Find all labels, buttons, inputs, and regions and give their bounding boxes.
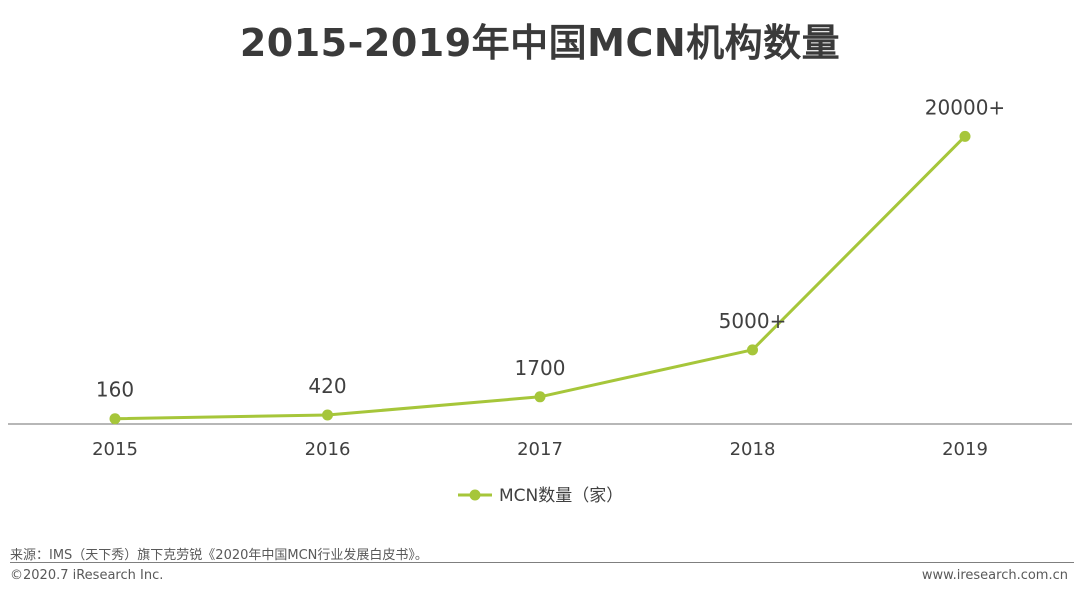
data-label: 20000+ [925, 95, 1005, 119]
chart-title: 2015-2019年中国MCN机构数量 [239, 21, 841, 65]
data-label: 160 [96, 378, 134, 402]
data-point [534, 391, 546, 403]
source-note: 来源：IMS（天下秀）旗下克劳锐《2020年中国MCN行业发展白皮书》。 [10, 548, 428, 563]
x-tick-label: 2019 [942, 439, 988, 460]
data-point [747, 344, 758, 356]
line-chart: 160 2015 420 2016 1700 2017 5000+ 2018 20000+ 201… [8, 95, 1072, 506]
data-point [959, 130, 971, 142]
legend-label: MCN数量（家） [499, 486, 623, 506]
footer-divider [10, 562, 1074, 563]
x-tick-label: 2017 [517, 439, 563, 460]
data-label: 1700 [515, 356, 566, 380]
data-point [322, 409, 333, 421]
data-point [109, 413, 121, 425]
data-label: 420 [308, 374, 346, 398]
x-tick-label: 2016 [305, 439, 351, 460]
copyright-text: ©2020.7 iResearch Inc. [10, 568, 164, 583]
legend-marker [469, 489, 481, 501]
x-tick-label: 2015 [92, 439, 138, 460]
legend: MCN数量（家） [458, 486, 623, 506]
x-tick-label: 2018 [730, 439, 776, 460]
data-label: 5000+ [719, 309, 787, 333]
website-url: www.iresearch.com.cn [921, 568, 1068, 583]
